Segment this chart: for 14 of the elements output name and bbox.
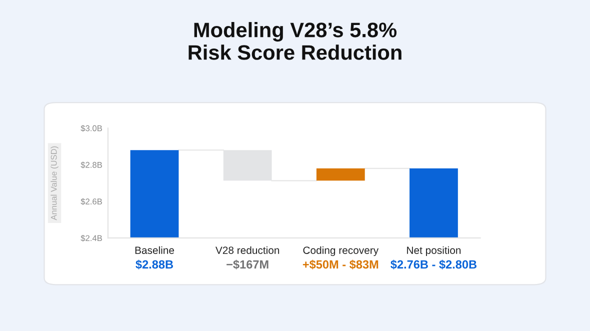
x-tick-label: Coding recovery (303, 246, 379, 256)
text: $2.88B (136, 260, 174, 270)
chart-title: Modeling V28’s 5.8% Risk Score Reduction (188, 22, 402, 60)
y-axis-title: Annual Value (USD) (50, 146, 58, 220)
y-tick-label: $2.4B (80, 234, 102, 242)
x-tick-label: Baseline (135, 246, 174, 254)
text: $2.76B - $2.80B (390, 260, 477, 270)
y-tick-label: $2.6B (80, 198, 102, 205)
x-tick-label: V28 reduction (215, 246, 280, 254)
y-tick-label: $2.8B (80, 162, 102, 168)
text: +$50M - $83M (302, 260, 378, 270)
x-tick-label: Net position (407, 246, 461, 256)
y-tick-label: $3.0B (80, 124, 102, 132)
text: −$167M (226, 260, 268, 270)
